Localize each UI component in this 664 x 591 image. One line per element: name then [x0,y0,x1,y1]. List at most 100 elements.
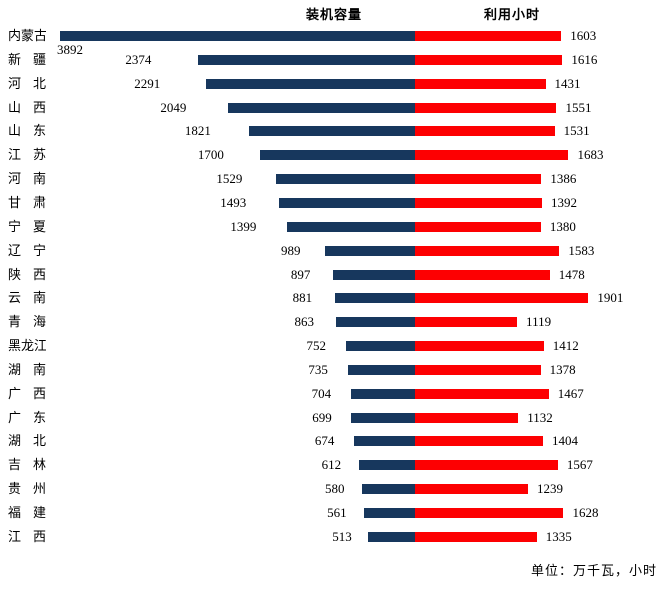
capacity-bar [275,174,415,185]
hours-value-label: 1583 [568,242,595,258]
hours-bar [415,364,541,375]
category-label: 山东 [8,123,46,139]
hours-value-label: 1119 [526,314,552,330]
chart-row: 山东 1821 1531 [0,121,664,145]
hours-value-label: 1404 [552,433,579,449]
capacity-bar [206,78,415,89]
capacity-value-label: 1493 [220,194,247,210]
hours-value-label: 1901 [597,290,624,306]
capacity-bar [346,341,415,352]
category-label: 辽宁 [8,242,46,258]
hours-value-label: 1628 [572,505,599,520]
capacity-value-label: 863 [294,314,315,330]
hours-bar [415,508,564,518]
chart-rows: 内蒙古 3892 1603 新疆 2374 1616 河北 2291 1431 山西 2049 155… [0,26,664,556]
capacity-value-label: 2049 [160,99,187,115]
category-label: 福建 [8,505,46,520]
capacity-value-label: 513 [332,528,352,544]
hours-bar [415,293,589,304]
hours-value-label: 1478 [558,266,585,282]
category-label: 江苏 [8,147,46,163]
chart-row: 陕西 897 1478 [0,265,664,289]
hours-bar [415,197,542,208]
chart-row: 河南 1529 1386 [0,169,664,193]
category-label: 贵州 [8,481,46,497]
capacity-bar [287,221,415,232]
hours-bar [415,31,562,41]
capacity-value-label: 674 [314,433,335,449]
hours-value-label: 1132 [527,409,553,425]
capacity-bar [278,197,415,208]
chart-row: 湖南 735 1378 [0,360,664,384]
capacity-bar [334,293,415,304]
hours-bar [415,484,528,495]
category-label: 广东 [8,409,46,425]
hours-value-label: 1616 [571,51,598,67]
chart-row: 青海 863 1119 [0,312,664,336]
category-label: 河南 [8,171,46,187]
chart-row: 内蒙古 3892 1603 [0,26,664,57]
hours-bar [415,460,558,471]
hours-bar [415,78,546,89]
capacity-bar [368,531,415,542]
category-label: 甘肃 [8,194,46,210]
hours-bar [415,245,560,256]
chart-row: 河北 2291 1431 [0,74,664,98]
category-label: 湖南 [8,361,46,377]
category-label: 河北 [8,75,46,91]
category-label: 新疆 [8,51,46,67]
capacity-bar [363,508,415,518]
category-label: 黑龙江 [8,338,46,354]
capacity-bar [362,484,415,495]
chart-row: 广东 699 1132 [0,408,664,432]
hours-bar [415,221,541,232]
chart-row: 云南 881 1901 [0,288,664,312]
chart-row: 广西 704 1467 [0,384,664,408]
chart-row: 江苏 1700 1683 [0,145,664,169]
capacity-bar [359,460,415,471]
capacity-value-label: 2374 [125,51,152,67]
capacity-value-label: 3892 [57,42,84,57]
capacity-value-label: 1700 [197,147,224,163]
category-label: 内蒙古 [8,28,46,43]
capacity-value-label: 897 [290,266,311,282]
hours-value-label: 1386 [550,171,577,187]
category-label: 青海 [8,314,46,330]
capacity-value-label: 752 [306,338,327,354]
hours-value-label: 1380 [549,218,576,234]
capacity-value-label: 1399 [230,218,257,234]
left-series-title: 装机容量 [305,7,362,22]
capacity-value-label: 1821 [184,123,211,139]
capacity-value-label: 1529 [216,171,243,187]
capacity-bar [353,436,415,447]
capacity-value-label: 704 [311,385,332,401]
category-label: 宁夏 [8,218,46,234]
hours-bar [415,436,544,447]
category-label: 山西 [8,99,46,115]
chart-row: 山西 2049 1551 [0,98,664,122]
category-label: 江西 [8,528,46,544]
capacity-bar [259,150,415,161]
category-label: 湖北 [8,433,46,449]
hours-value-label: 1239 [536,481,563,497]
hours-bar [415,269,550,280]
hours-value-label: 1378 [549,361,576,377]
hours-bar [415,174,542,185]
chart-row: 江西 513 1335 [0,527,664,551]
chart-row: 辽宁 989 1583 [0,241,664,265]
capacity-value-label: 580 [325,481,345,497]
hours-bar [415,54,563,65]
unit-note: 单位：万千瓦，小时 [530,563,657,578]
capacity-bar [336,317,415,328]
hours-bar [415,341,544,352]
capacity-bar [60,31,415,41]
hours-value-label: 1531 [563,123,590,139]
hours-bar [415,150,569,161]
chart-row: 黑龙江 752 1412 [0,336,664,360]
category-label: 广西 [8,385,46,401]
capacity-bar [198,54,415,65]
chart-row: 吉林 612 1567 [0,455,664,479]
capacity-bar [333,269,415,280]
chart-row: 湖北 674 1404 [0,431,664,455]
category-label: 吉林 [8,457,46,473]
